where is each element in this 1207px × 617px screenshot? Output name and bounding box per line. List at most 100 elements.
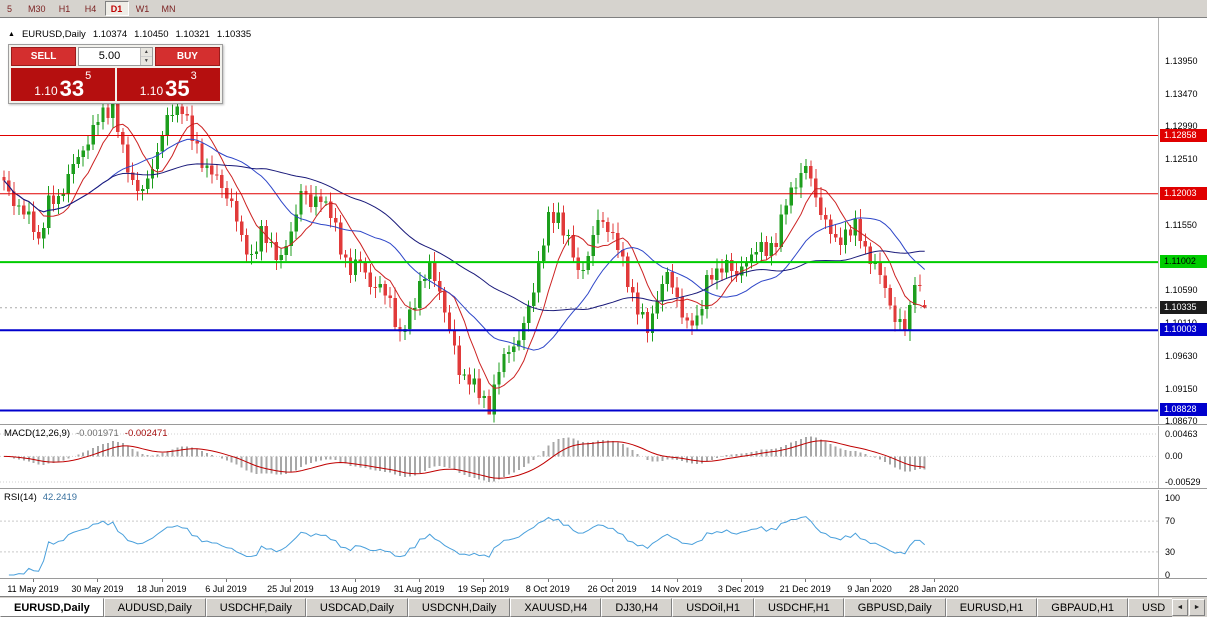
price-tick-1.11550: 1.11550 <box>1165 219 1197 230</box>
date-tick-21-dec-2019: 21 Dec 2019 <box>779 584 831 594</box>
timeframe-toolbar: 5 M30 H1 H4 D1 W1 MN <box>0 0 1207 17</box>
macd-tick-0.00463: 0.00463 <box>1165 429 1198 439</box>
volume-value: 5.00 <box>98 50 121 62</box>
date-axis[interactable]: 11 May 2019 30 May 2019 18 Jun 2019 6 Jul 2… <box>0 578 1158 597</box>
volume-field[interactable]: 5.00 ▲ ▼ <box>78 47 153 66</box>
chart-window: ▲ EURUSD,Daily 1.10374 1.10450 1.10321 1… <box>0 17 1207 597</box>
date-tickmark-26-oct-2019 <box>612 579 614 582</box>
chart-tab-bar: EURUSD,Daily AUDUSD,Daily USDCHF,Daily USDC… <box>0 596 1207 617</box>
date-tick-31-aug-2019: 31 Aug 2019 <box>393 584 445 594</box>
macd-chart[interactable] <box>0 426 1158 488</box>
rsi-tick-0: 0 <box>1165 570 1171 580</box>
chart-tab-usdchf-h1[interactable]: USDCHF,H1 <box>753 598 844 617</box>
candles-layer <box>2 91 927 423</box>
date-tick-8-oct-2019: 8 Oct 2019 <box>525 584 570 594</box>
date-tickmark-18-jun-2019 <box>161 579 163 582</box>
date-tick-11-may-2019: 11 May 2019 <box>7 584 59 594</box>
ohlc-high: 1.10450 <box>134 29 169 40</box>
sell-price-display[interactable]: 1.10 33 5 <box>11 68 115 101</box>
date-tick-3-dec-2019: 3 Dec 2019 <box>717 584 764 594</box>
panel-splitter[interactable] <box>0 488 1207 490</box>
date-tick-14-nov-2019: 14 Nov 2019 <box>650 584 703 594</box>
rsi-header: RSI(14) 42.2419 <box>4 492 77 503</box>
date-tick-28-jan-2020: 28 Jan 2020 <box>909 584 959 594</box>
tabs-scroll-right-button[interactable]: ► <box>1189 598 1205 616</box>
chart-tab-audusd-daily[interactable]: AUDUSD,Daily <box>103 598 206 617</box>
macd-signal-value: -0.002471 <box>124 428 168 439</box>
chart-tab-dj30-h4[interactable]: DJ30,H4 <box>601 598 673 617</box>
date-tick-26-oct-2019: 26 Oct 2019 <box>587 584 637 594</box>
chart-tab-eurusd-daily[interactable]: EURUSD,Daily <box>0 598 104 617</box>
chart-tab-eurusd-h1[interactable]: EURUSD,H1 <box>945 598 1038 617</box>
main-chart-plot[interactable]: ▲ EURUSD,Daily 1.10374 1.10450 1.10321 1… <box>0 18 1158 424</box>
volume-spinner[interactable]: ▲ ▼ <box>139 48 152 65</box>
macd-tick--0.00529: -0.00529 <box>1165 477 1201 487</box>
timeframe-button-d1[interactable]: D1 <box>104 1 129 16</box>
symbol-marker-icon: ▲ <box>8 31 15 38</box>
date-tick-13-aug-2019: 13 Aug 2019 <box>329 584 381 594</box>
timeframe-button-w1[interactable]: W1 <box>131 1 155 16</box>
chart-tab-gbpusd-daily[interactable]: GBPUSD,Daily <box>843 598 946 617</box>
price-tick-1.13950: 1.13950 <box>1165 55 1198 66</box>
sell-price-big: 33 <box>59 76 85 101</box>
date-tickmark-21-dec-2019 <box>805 579 807 582</box>
rsi-tick-100: 100 <box>1165 493 1181 503</box>
buy-button[interactable]: BUY <box>154 47 220 66</box>
timeframe-button-5[interactable]: 5 <box>2 1 17 16</box>
rsi-tick-70: 70 <box>1165 516 1176 527</box>
price-tag-1.11002: 1.11002 <box>1160 255 1207 269</box>
date-axis-corner <box>1158 578 1207 597</box>
timeframe-button-h1[interactable]: H1 <box>53 1 77 16</box>
date-tick-30-may-2019: 30 May 2019 <box>71 584 124 594</box>
price-tag-1.08828: 1.08828 <box>1160 403 1207 417</box>
chart-tab-gbpaud-h1[interactable]: GBPAUD,H1 <box>1037 598 1129 617</box>
timeframe-button-h4[interactable]: H4 <box>79 1 103 16</box>
sell-button[interactable]: SELL <box>11 47 77 66</box>
date-tick-6-jul-2019: 6 Jul 2019 <box>205 584 247 594</box>
ohlc-open: 1.10374 <box>92 29 128 40</box>
price-tick-1.09630: 1.09630 <box>1165 350 1198 361</box>
ma-21-line <box>3 138 926 351</box>
rsi-label: RSI(14) <box>4 492 37 503</box>
date-tickmark-25-jul-2019 <box>290 579 292 582</box>
chart-tab-usd[interactable]: USD <box>1128 598 1172 617</box>
date-tickmark-13-aug-2019 <box>354 579 356 582</box>
chart-tab-usdcad-daily[interactable]: USDCAD,Daily <box>305 598 408 617</box>
macd-signal-line <box>3 440 925 479</box>
timeframe-button-m30[interactable]: M30 <box>23 1 51 16</box>
date-tickmark-9-jan-2020 <box>869 579 871 582</box>
sell-price-pip: 5 <box>85 70 92 82</box>
price-tag-1.10335: 1.10335 <box>1160 300 1207 314</box>
chart-tab-usdcnh-daily[interactable]: USDCNH,Daily <box>407 598 511 617</box>
panel-splitter[interactable] <box>0 424 1207 426</box>
date-tick-9-jan-2020: 9 Jan 2020 <box>847 584 892 594</box>
rsi-chart[interactable] <box>0 490 1158 578</box>
one-click-trading-panel: SELL 5.00 ▲ ▼ BUY 1.10 33 5 <box>8 44 223 104</box>
chart-tabs: EURUSD,Daily AUDUSD,Daily USDCHF,Daily USDC… <box>0 597 1172 617</box>
date-tickmark-3-dec-2019 <box>740 579 742 582</box>
chart-tab-usdoil-h1[interactable]: USDOil,H1 <box>672 598 754 617</box>
rsi-axis[interactable]: 100 70 30 0 <box>1158 490 1207 580</box>
chart-tab-xauusd-h4[interactable]: XAUUSD,H4 <box>510 598 602 617</box>
volume-down-icon[interactable]: ▼ <box>140 57 152 65</box>
sell-price-prefix: 1.10 <box>34 84 58 98</box>
macd-axis[interactable]: 0.00463 0.00 -0.00529 <box>1158 426 1207 488</box>
buy-price-pip: 3 <box>190 70 197 82</box>
candlestick-chart[interactable] <box>0 18 1158 424</box>
price-axis[interactable]: 1.13950 1.13470 1.12990 1.12510 1.11550 1.105… <box>1158 18 1207 426</box>
price-tag-1.10003: 1.10003 <box>1160 323 1207 337</box>
tabs-scroll-left-button[interactable]: ◄ <box>1172 598 1188 616</box>
buy-price-display[interactable]: 1.10 35 3 <box>116 68 220 101</box>
tab-scroll-controls: ◄ ► <box>1172 597 1207 617</box>
chart-symbol-label: EURUSD,Daily <box>21 29 86 40</box>
macd-panel[interactable]: MACD(12,26,9) -0.001971 -0.002471 <box>0 426 1158 488</box>
timeframe-button-mn[interactable]: MN <box>157 1 181 16</box>
macd-label: MACD(12,26,9) <box>4 428 70 439</box>
macd-header: MACD(12,26,9) -0.001971 -0.002471 <box>4 428 168 439</box>
rsi-panel[interactable]: RSI(14) 42.2419 <box>0 490 1158 578</box>
buy-price-prefix: 1.10 <box>139 84 164 98</box>
rsi-value: 42.2419 <box>42 492 78 503</box>
timeframe-buttons: 5 M30 H1 H4 D1 W1 MN <box>2 1 183 16</box>
volume-up-icon[interactable]: ▲ <box>140 48 152 57</box>
chart-tab-usdchf-daily[interactable]: USDCHF,Daily <box>205 598 306 617</box>
